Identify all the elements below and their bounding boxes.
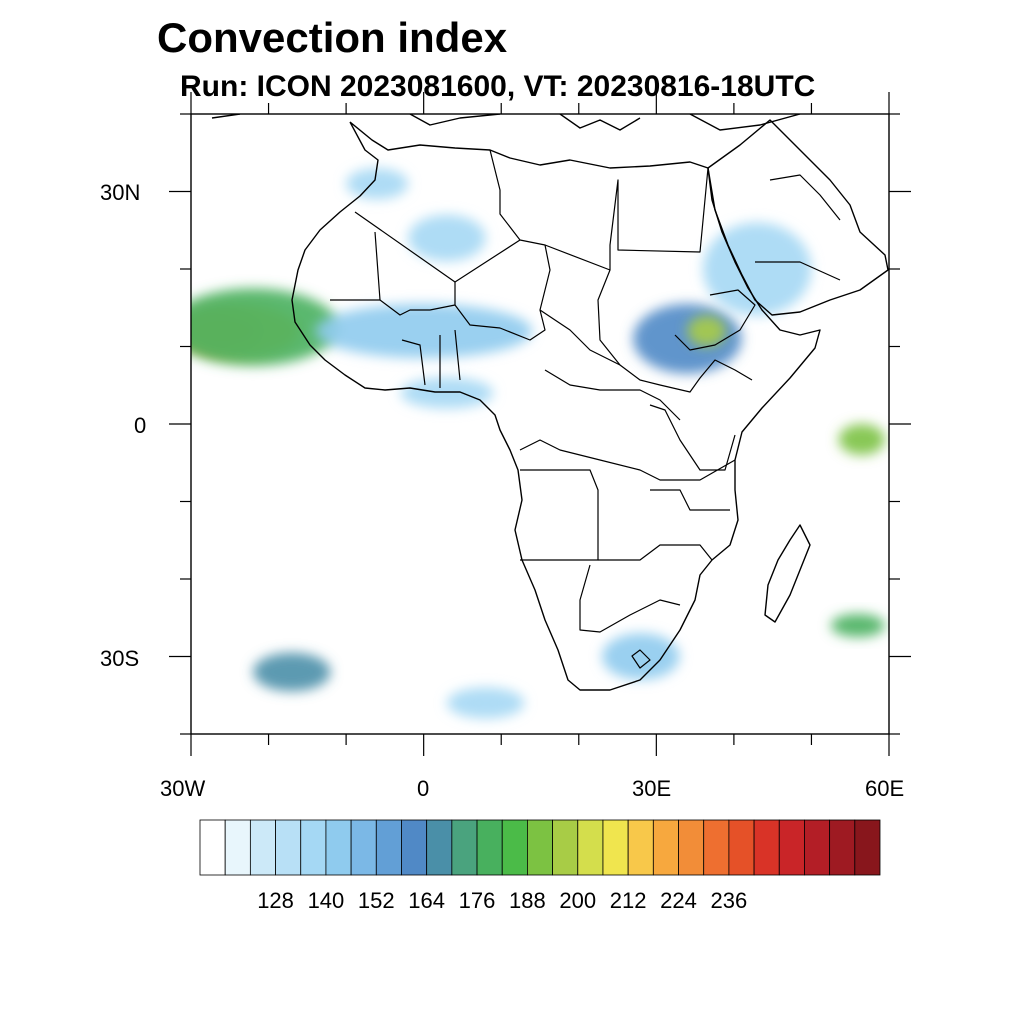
axis-ticks xyxy=(169,92,911,756)
coastlines-layer xyxy=(211,114,889,691)
colorbar-label: 128 xyxy=(257,888,294,913)
country-border xyxy=(520,469,599,561)
country-border xyxy=(519,439,736,481)
country-border xyxy=(544,167,709,271)
country-border xyxy=(597,269,753,393)
convection-region-south-africa xyxy=(602,633,680,680)
convection-region-atlantic-west-africa-outer xyxy=(191,288,339,366)
convection-region-indian-ocean-south xyxy=(830,613,886,638)
colorbar-swatch xyxy=(602,819,629,876)
colorbar-swatch xyxy=(401,819,428,876)
convection-region-south-atlantic-east xyxy=(446,687,525,719)
colorbar-swatch xyxy=(476,819,503,876)
europe-coastline xyxy=(409,114,801,131)
colorbar-swatch xyxy=(577,819,604,876)
country-border xyxy=(631,649,651,669)
colorbar-swatch xyxy=(501,819,528,876)
lat-label-30n: 30N xyxy=(100,180,141,205)
country-border xyxy=(330,231,381,301)
country-border xyxy=(539,309,621,366)
colorbar-swatch xyxy=(552,819,579,876)
colorbar-swatch xyxy=(350,819,377,876)
convection-region-ethiopia-core xyxy=(687,315,727,347)
lat-label-30s: 30S xyxy=(100,646,140,671)
country-border xyxy=(579,564,681,633)
colorbar-swatch xyxy=(804,819,831,876)
convection-field-layer xyxy=(191,168,886,719)
colorbar-swatch xyxy=(375,819,402,876)
lon-label-30e: 30E xyxy=(632,776,672,801)
colorbar-swatch xyxy=(249,819,276,876)
colorbar-swatch xyxy=(275,819,302,876)
colorbar-label: 224 xyxy=(660,888,697,913)
colorbar-swatch xyxy=(778,819,805,876)
colorbar-swatch xyxy=(854,819,881,876)
colorbar-swatch xyxy=(325,819,352,876)
madagascar-coastline xyxy=(764,524,811,623)
colorbar-swatch xyxy=(199,819,226,876)
country-border xyxy=(379,282,456,316)
colorbar-swatch xyxy=(703,819,730,876)
colorbar-label: 236 xyxy=(710,888,748,913)
chart-subtitle: Run: ICON 2023081600, VT: 20230816-18UTC xyxy=(180,70,816,103)
map-frame xyxy=(190,113,890,735)
colorbar-label: 200 xyxy=(559,888,597,913)
colorbar-swatch xyxy=(728,819,755,876)
chart-title: Convection index xyxy=(157,14,508,61)
country-border xyxy=(650,489,730,511)
convection-region-sahel-band xyxy=(315,303,533,359)
country-borders-layer xyxy=(330,149,841,669)
country-border xyxy=(454,239,551,341)
colorbar-swatch xyxy=(627,819,654,876)
colorbar-label: 140 xyxy=(307,888,345,913)
colorbar-label: 152 xyxy=(357,888,395,913)
lon-label-30w: 30W xyxy=(160,776,206,801)
colorbar-swatch xyxy=(451,819,478,876)
convection-region-south-atlantic xyxy=(253,652,331,692)
colorbar-label: 164 xyxy=(408,888,446,913)
colorbar-swatch xyxy=(426,819,453,876)
convection-region-algeria xyxy=(408,214,486,262)
colorbar-swatch xyxy=(224,819,251,876)
colorbar-swatch xyxy=(753,819,780,876)
country-border xyxy=(674,289,756,351)
lon-label-60e: 60E xyxy=(865,776,905,801)
lat-label-equator: 0 xyxy=(134,413,147,438)
convection-region-morocco xyxy=(346,168,409,200)
colorbar-swatch xyxy=(527,819,553,876)
colorbar xyxy=(199,819,881,876)
colorbar-swatch xyxy=(678,819,705,876)
country-border xyxy=(544,369,681,421)
lon-label-0: 0 xyxy=(417,776,430,801)
arabia-coastline xyxy=(707,119,889,316)
colorbar-label: 188 xyxy=(509,888,546,913)
colorbar-label: 176 xyxy=(458,888,496,913)
country-border xyxy=(401,329,461,388)
country-border xyxy=(354,149,521,283)
colorbar-swatch xyxy=(300,819,327,876)
colorbar-label: 212 xyxy=(609,888,647,913)
colorbar-swatch xyxy=(652,819,679,876)
colorbar-swatch xyxy=(829,819,856,876)
country-border xyxy=(649,404,736,471)
convection-region-gulf-guinea xyxy=(400,377,494,409)
country-border xyxy=(755,174,841,281)
country-border xyxy=(598,544,713,561)
convection-region-indian-ocean-north xyxy=(838,424,886,455)
africa-coastline xyxy=(211,114,821,691)
convection-region-arabia xyxy=(702,222,812,316)
